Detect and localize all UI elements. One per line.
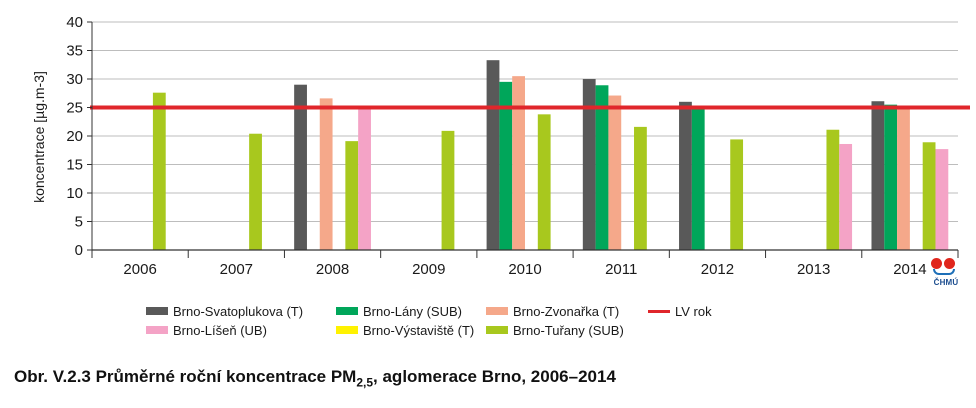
bar-brno-tu-any-sub-2009	[441, 130, 455, 250]
legend-label: Brno-Svatoplukova (T)	[173, 303, 304, 319]
chart: 0 5 10 15 20 25 30 35 40 2006 2007 2008 2009 2010 2011…	[31, 14, 970, 278]
legend-item: LV rok	[648, 303, 712, 319]
bar-brno-tu-any-sub-2013	[826, 129, 840, 250]
legend-item: Brno-Zvonařka (T)	[486, 303, 619, 319]
logo-red-dot	[931, 258, 942, 269]
x-tick-label: 2008	[316, 261, 349, 278]
figure-caption: Obr. V.2.3 Průměrné roční koncentrace PM…	[14, 367, 616, 389]
legend-item: Brno-Svatoplukova (T)	[146, 303, 303, 319]
logo-wave	[933, 269, 955, 275]
legend-item: Brno-Tuřany (SUB)	[486, 322, 624, 338]
x-tick-label: 2006	[123, 261, 156, 278]
y-tick-label: 0	[75, 242, 83, 259]
chmu-logo-icon: ČHMÚ	[930, 256, 962, 292]
x-tick-label: 2013	[797, 261, 830, 278]
bar-brno-tu-any-sub-2011	[634, 126, 647, 250]
legend-label: Brno-Lány (SUB)	[363, 303, 462, 319]
bar-brno-svatoplukova-t-2014	[871, 101, 885, 250]
bar-brno-tu-any-sub-2007	[249, 133, 262, 250]
x-tick-label: 2011	[605, 261, 637, 278]
y-tick-label: 20	[66, 128, 83, 145]
legend-swatch	[146, 307, 168, 315]
y-tick-label: 25	[66, 100, 83, 117]
bar-brno-tu-any-sub-2008	[345, 141, 359, 250]
legend-label: Brno-Zvonařka (T)	[513, 303, 620, 319]
legend-item: Brno-Líšeň (UB)	[146, 322, 267, 338]
bars	[152, 60, 949, 251]
x-tick-label: 2010	[508, 261, 541, 278]
caption-prefix: Obr. V.2.3 Průměrné roční koncentrace PM	[14, 367, 357, 386]
x-tick-label: 2009	[412, 261, 445, 278]
x-tick-label: 2014	[893, 261, 926, 278]
bar-brno-tu-any-sub-2012	[730, 139, 744, 250]
bar-brno-svatoplukova-t-2008	[294, 84, 307, 250]
legend-label: LV rok	[675, 303, 712, 319]
legend-swatch	[486, 326, 508, 334]
bar-brno-tu-any-sub-2006	[152, 92, 166, 251]
legend-swatch	[146, 326, 168, 334]
x-tick-label: 2012	[701, 261, 734, 278]
bar-brno-svatoplukova-t-2011	[582, 79, 596, 250]
y-axis-label: koncentrace [µg.m-3]	[31, 71, 47, 203]
bar-brno-l-e-ub-2013	[839, 143, 853, 250]
y-tick-label: 35	[66, 43, 83, 60]
bar-brno-tu-any-sub-2010	[537, 114, 551, 250]
bar-brno-l-ny-sub-2012	[691, 109, 705, 251]
logo-red-dot	[944, 258, 955, 269]
legend-label: Brno-Výstaviště (T)	[363, 322, 475, 338]
logo-text: ČHMÚ	[933, 278, 959, 287]
legend-label: Brno-Líšeň (UB)	[173, 322, 267, 338]
legend-swatch	[648, 309, 670, 313]
bar-brno-l-e-ub-2014	[935, 149, 949, 250]
legend-swatch	[336, 326, 358, 334]
bar-brno-l-ny-sub-2010	[499, 81, 513, 250]
legend-label: Brno-Tuřany (SUB)	[513, 322, 624, 338]
bar-brno-l-ny-sub-2014	[884, 104, 898, 251]
y-tick-label: 30	[66, 71, 83, 88]
caption-suffix: , aglomerace Brno, 2006–2014	[373, 367, 616, 386]
y-tick-label: 5	[75, 214, 83, 231]
legend-item: Brno-Lány (SUB)	[336, 303, 462, 319]
legend-swatch	[486, 307, 508, 315]
bar-brno-svatoplukova-t-2010	[486, 60, 500, 250]
y-tick-label: 10	[66, 185, 83, 202]
legend-item: Brno-Výstaviště (T)	[336, 322, 474, 338]
bar-brno-l-ny-sub-2011	[595, 85, 609, 251]
bar-brno-zvona-ka-t-2010	[512, 76, 525, 251]
bar-brno-zvona-ka-t-2008	[319, 98, 333, 250]
axes: 0 5 10 15 20 25 30 35 40 2006 2007 2008 2009 2010 2011…	[66, 14, 959, 278]
bar-brno-l-e-ub-2008	[358, 105, 371, 250]
legend-swatch	[336, 307, 358, 315]
bar-brno-zvona-ka-t-2014	[897, 106, 910, 250]
x-tick-label: 2007	[220, 261, 253, 278]
bar-brno-tu-any-sub-2014	[922, 142, 936, 250]
bar-brno-zvona-ka-t-2011	[608, 95, 622, 250]
bar-brno-svatoplukova-t-2012	[679, 101, 692, 250]
y-tick-label: 15	[66, 157, 83, 174]
caption-subscript: 2,5	[356, 375, 374, 390]
y-tick-label: 40	[66, 14, 83, 31]
